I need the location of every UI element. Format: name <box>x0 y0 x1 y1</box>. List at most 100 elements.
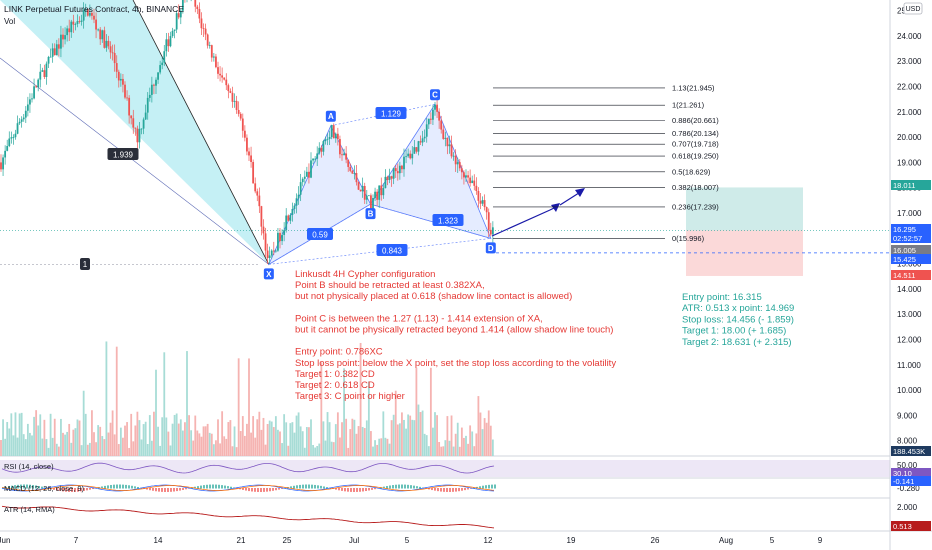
volume-bar <box>438 442 441 456</box>
candle-body <box>60 34 62 49</box>
candle-body <box>260 206 263 227</box>
volume-bar <box>192 440 195 456</box>
volume-bar <box>262 417 265 456</box>
candle-body <box>382 188 385 196</box>
candle-body <box>303 176 306 179</box>
macd-bar <box>185 488 187 490</box>
config-note-line: Stop loss point: below the X point, set … <box>295 358 616 369</box>
candle-body <box>252 161 255 184</box>
trade-note-line: Stop loss: 14.456 (- 1.859) <box>682 314 794 325</box>
leg-marker-badge <box>80 258 90 270</box>
ratio-badge <box>375 107 407 119</box>
xa-leg-fill <box>0 0 269 265</box>
config-note-line: Target 2: 0.618 CD <box>295 380 375 391</box>
candle-body <box>150 84 153 95</box>
candle-body <box>291 208 294 215</box>
volume-bar <box>357 426 360 456</box>
volume-bar <box>49 413 52 456</box>
volume-bar <box>268 420 271 456</box>
volume-bar <box>469 425 472 456</box>
volume-bar <box>159 445 162 456</box>
candle-body <box>153 84 155 86</box>
candle-body <box>262 226 265 234</box>
candle-body <box>212 56 215 58</box>
candle-body <box>463 172 465 178</box>
ratio-label: 1.939 <box>113 151 134 160</box>
candle-body <box>194 0 197 7</box>
price-tag <box>891 224 931 234</box>
volume-bar <box>246 423 248 456</box>
volume-bar <box>297 412 300 456</box>
volume-bar <box>432 427 434 456</box>
candle-body <box>97 29 100 31</box>
macd-bar <box>236 488 238 489</box>
volume-bar <box>390 420 393 456</box>
candle-body <box>277 232 279 251</box>
candle-body <box>390 176 393 179</box>
candle-body <box>370 195 372 210</box>
macd-bar <box>257 488 259 492</box>
candle-body <box>487 212 490 230</box>
volume-bar <box>316 446 319 456</box>
volume-bar <box>165 417 168 456</box>
macd-bar <box>41 486 43 489</box>
candle-body <box>55 44 58 56</box>
candle-body <box>473 180 476 186</box>
volume-bar <box>233 426 236 456</box>
macd-bar <box>395 484 397 489</box>
macd-bar <box>383 486 385 489</box>
volume-bar <box>62 432 64 456</box>
candle-body <box>250 155 252 162</box>
candle-body <box>326 138 329 140</box>
volume-bar <box>398 423 401 456</box>
macd-bar <box>470 488 472 489</box>
volume-bar <box>489 425 492 456</box>
volume-bar <box>411 419 414 456</box>
macd-bar <box>47 487 49 489</box>
candle-body <box>380 185 383 196</box>
candle-body <box>355 173 358 183</box>
macd-bar <box>473 487 475 489</box>
currency-button[interactable]: USD <box>903 2 923 15</box>
macd-bar <box>485 485 487 489</box>
point-x-badge <box>263 268 274 280</box>
candle-body <box>483 200 486 208</box>
candle-body <box>208 45 211 46</box>
currency-label: USD <box>906 6 921 13</box>
volume-bar <box>194 415 197 456</box>
candle-body <box>235 100 238 110</box>
price-tick-label: 14.000 <box>897 285 922 294</box>
volume-bar <box>467 443 469 456</box>
candle-body <box>266 250 269 259</box>
price-tick-label: 19.000 <box>897 158 922 167</box>
candle-body <box>227 85 230 92</box>
price-tick-label: 10.000 <box>897 386 922 395</box>
macd-bar <box>398 484 400 489</box>
candle-body <box>14 133 17 138</box>
candle-body <box>421 138 424 143</box>
volume-bar <box>396 424 399 456</box>
volume-bar <box>328 422 331 456</box>
volume-bar <box>146 444 149 456</box>
macd-bar <box>83 488 85 491</box>
volume-bar <box>212 444 215 456</box>
macd-bar <box>158 488 160 492</box>
candle-body <box>144 112 147 120</box>
macd-bar <box>194 486 196 489</box>
candle-body <box>138 128 141 143</box>
macd-bar <box>461 488 463 491</box>
candle-body <box>221 75 224 78</box>
candle-body <box>256 191 259 196</box>
trade-note-line: ATR: 0.513 x point: 14.969 <box>682 303 794 314</box>
price-tick-label: 9.000 <box>897 411 918 420</box>
fib-level-label: 0.786(20.134) <box>672 129 719 138</box>
macd-bar <box>278 488 280 490</box>
candle-body <box>308 171 310 178</box>
candle-body <box>169 36 172 47</box>
volume-bar <box>382 411 385 456</box>
volume-bar <box>198 433 201 456</box>
volume-bar <box>181 430 184 456</box>
macd-bar <box>320 485 322 489</box>
volume-bar <box>359 342 362 456</box>
point-x-label: X <box>266 270 272 279</box>
